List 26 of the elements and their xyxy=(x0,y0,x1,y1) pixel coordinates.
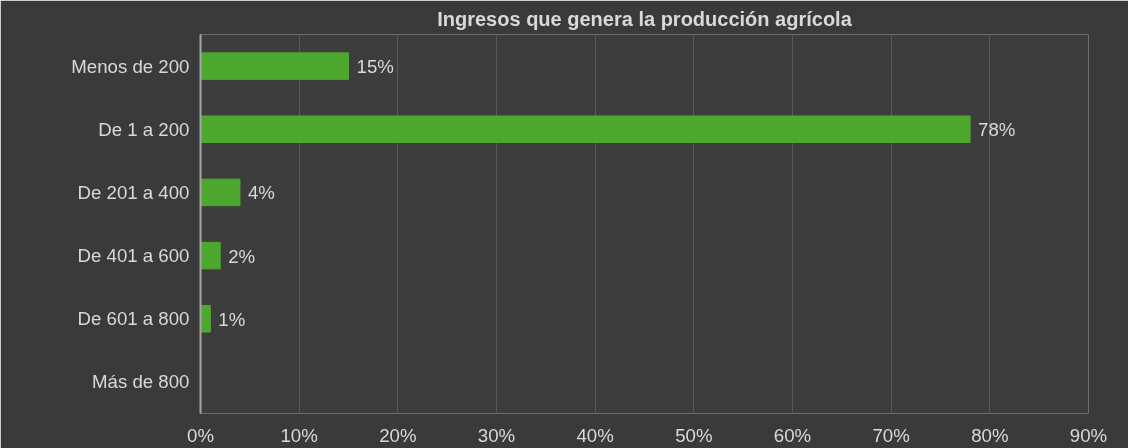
x-tick-label: 20% xyxy=(379,424,417,446)
data-label: 78% xyxy=(978,119,1016,141)
x-tick-label: 70% xyxy=(872,424,910,446)
x-tick-label: 0% xyxy=(187,424,214,446)
y-tick-label: De 601 a 800 xyxy=(77,308,190,330)
bar xyxy=(200,52,349,80)
data-label: 4% xyxy=(247,182,275,204)
y-tick-label: De 1 a 200 xyxy=(98,118,190,140)
bar xyxy=(200,241,221,270)
x-tick-label: 80% xyxy=(971,424,1009,446)
y-tick-label: Más de 800 xyxy=(92,371,190,393)
data-label: 2% xyxy=(228,245,256,267)
y-tick-label: De 401 a 600 xyxy=(77,245,190,267)
x-tick-label: 40% xyxy=(576,424,614,446)
x-tick-label: 50% xyxy=(675,424,713,446)
x-tick-label: 90% xyxy=(1069,424,1108,446)
x-tick-label: 30% xyxy=(477,424,516,446)
bar xyxy=(200,115,971,144)
chart-title: Ingresos que genera la producción agrícola xyxy=(437,7,853,30)
bar xyxy=(200,178,241,207)
y-tick-label: De 201 a 400 xyxy=(77,181,190,203)
x-tick-label: 60% xyxy=(773,424,812,446)
y-tick-label: Menos de 200 xyxy=(71,55,190,77)
data-label: 15% xyxy=(356,56,394,78)
x-tick-label: 10% xyxy=(280,424,318,446)
data-label: 1% xyxy=(218,308,246,330)
